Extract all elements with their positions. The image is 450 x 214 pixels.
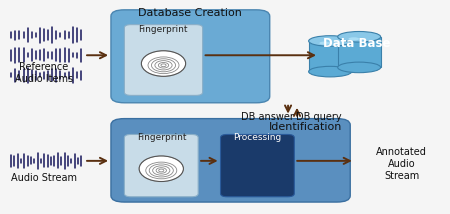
Text: Fingerprint: Fingerprint xyxy=(139,25,188,34)
Ellipse shape xyxy=(309,36,351,46)
Text: DB answer: DB answer xyxy=(241,111,294,122)
Text: Fingerprint: Fingerprint xyxy=(137,133,186,142)
Bar xyxy=(309,41,351,72)
Ellipse shape xyxy=(141,51,186,76)
FancyBboxPatch shape xyxy=(220,134,294,197)
FancyBboxPatch shape xyxy=(124,25,202,95)
FancyBboxPatch shape xyxy=(111,10,270,103)
Bar xyxy=(338,37,381,67)
Text: Database Creation: Database Creation xyxy=(138,8,242,18)
Text: Identification: Identification xyxy=(269,122,342,132)
Ellipse shape xyxy=(139,156,184,181)
Text: Annotated
Audio
Stream: Annotated Audio Stream xyxy=(376,147,427,181)
Text: Audio Stream: Audio Stream xyxy=(11,173,77,183)
Ellipse shape xyxy=(348,37,359,40)
Text: Processing: Processing xyxy=(233,133,281,142)
Ellipse shape xyxy=(320,42,330,45)
Ellipse shape xyxy=(338,31,381,42)
FancyBboxPatch shape xyxy=(111,119,350,202)
Ellipse shape xyxy=(309,66,351,77)
Text: Data Base: Data Base xyxy=(323,37,391,50)
Ellipse shape xyxy=(338,62,381,73)
Text: Reference
Audio Items: Reference Audio Items xyxy=(15,62,73,84)
FancyBboxPatch shape xyxy=(124,134,198,197)
Text: DB query: DB query xyxy=(296,111,342,122)
